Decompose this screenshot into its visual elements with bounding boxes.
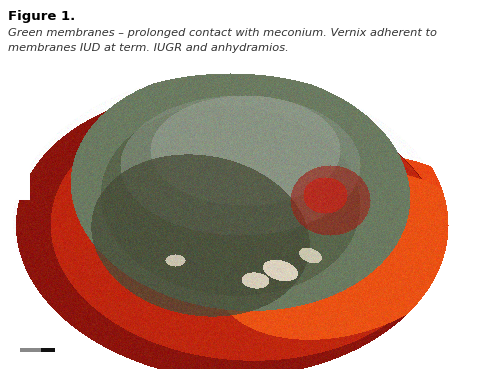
Text: Green membranes – prolonged contact with meconium. Vernix adherent to: Green membranes – prolonged contact with… [8, 28, 436, 38]
Text: Figure 1.: Figure 1. [8, 10, 75, 23]
Bar [20, 348, 27, 352]
Bar [48, 348, 55, 352]
Bar [34, 348, 41, 352]
Text: membranes IUD at term. IUGR and anhydramios.: membranes IUD at term. IUGR and anhydram… [8, 43, 288, 53]
Bar [27, 348, 34, 352]
Bar [41, 348, 48, 352]
